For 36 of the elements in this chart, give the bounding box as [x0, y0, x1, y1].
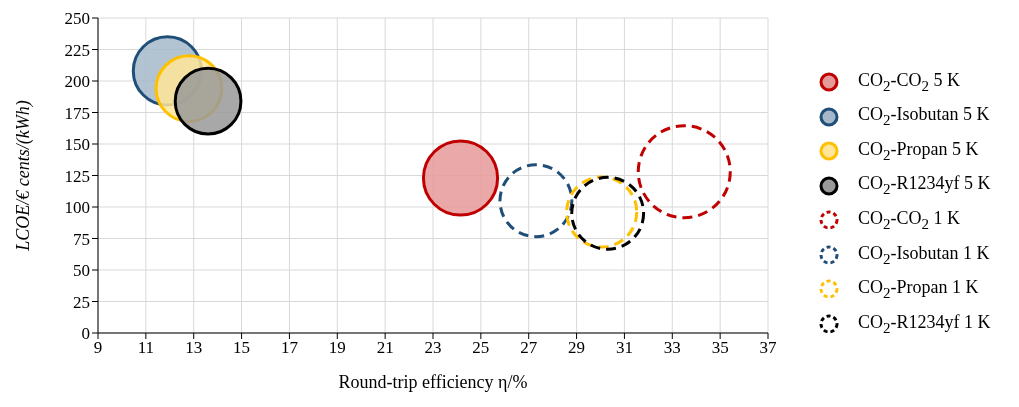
legend-label: CO$_{2}$-Isobutan 1 K — [858, 242, 990, 268]
y-tick-label: 0 — [81, 324, 90, 344]
legend-label: CO$_{2}$-Propan 1 K — [858, 277, 979, 302]
y-tick-label: 75 — [73, 229, 90, 249]
y-tick-label: 100 — [64, 198, 90, 218]
y-axis-title: LCOE/€ cents/(kWh) — [13, 100, 35, 252]
y-tick-label: 50 — [73, 261, 90, 281]
x-tick-label: 15 — [233, 338, 251, 358]
x-tick-label: 21 — [376, 338, 394, 358]
x-tick-label: 9 — [93, 338, 103, 358]
x-tick-label: 23 — [424, 338, 442, 358]
legend-label: CO$_{2}$-R1234yf 1 K — [858, 311, 991, 337]
y-tick-label: 225 — [64, 40, 90, 60]
x-tick-label: 31 — [615, 338, 633, 358]
x-tick-label: 17 — [280, 338, 299, 358]
legend-label: CO$_{2}$-CO$_{2}$ 1 K — [858, 208, 961, 233]
legend-label: CO$_{2}$-R1234yf 5 K — [858, 173, 991, 198]
x-tick-label: 27 — [520, 338, 538, 358]
x-tick-label: 19 — [328, 338, 346, 358]
legend-label: CO$_{2}$-Isobutan 5 K — [858, 104, 990, 129]
x-tick-label: 11 — [137, 338, 155, 358]
y-tick-label: 250 — [64, 9, 90, 29]
x-tick-label: 25 — [472, 338, 490, 358]
legend-label: CO$_{2}$-CO$_{2}$ 5 K — [858, 69, 961, 95]
x-tick-label: 33 — [663, 338, 681, 358]
y-tick-label: 150 — [64, 135, 90, 155]
x-tick-label: 13 — [185, 338, 203, 358]
x-tick-label: 35 — [711, 338, 729, 358]
y-tick-label: 125 — [64, 166, 90, 186]
legend-label: CO$_{2}$-Propan 5 K — [858, 138, 979, 164]
y-tick-label: 25 — [73, 292, 90, 312]
x-tick-label: 37 — [759, 338, 777, 358]
y-tick-label: 175 — [64, 103, 90, 123]
x-tick-label: 29 — [568, 338, 586, 358]
y-tick-label: 200 — [64, 72, 90, 92]
x-axis-title: Round-trip efficiency η/% — [338, 372, 528, 392]
